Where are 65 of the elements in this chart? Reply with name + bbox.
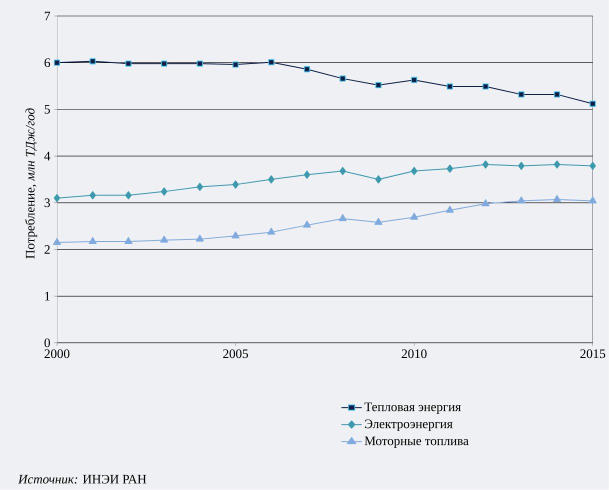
x-tick-label: 2000: [44, 349, 70, 358]
y-axis-title: Потребление, млн ТДж/год: [25, 108, 38, 259]
point: [196, 60, 203, 67]
point: [196, 234, 204, 242]
point: [518, 91, 524, 98]
point: [375, 175, 382, 184]
point: [554, 160, 560, 169]
point: [232, 62, 239, 68]
y-tick-label: 4: [44, 152, 50, 160]
y-tick-label: 6: [44, 58, 50, 68]
x-tick-label: 2005: [223, 349, 248, 358]
y-tick-label: 5: [44, 105, 50, 114]
point: [125, 191, 132, 200]
point: [410, 212, 418, 220]
point: [374, 218, 382, 225]
point: [482, 160, 489, 169]
point: [90, 58, 96, 64]
point: [410, 167, 418, 176]
point: [53, 238, 61, 246]
point: [446, 206, 454, 213]
point: [304, 66, 310, 72]
point: [553, 195, 561, 202]
point: [267, 228, 276, 235]
point: [268, 59, 274, 66]
point: [232, 180, 239, 189]
text: Источник: ИНЭИ РАН: [18, 474, 146, 484]
point: [160, 188, 168, 196]
x-tick-label: 2015: [580, 349, 606, 358]
y-tick-label: 1: [45, 292, 50, 301]
x-tick-label: 2010: [402, 349, 427, 358]
point: [446, 164, 454, 173]
y-tick-label: 0: [44, 338, 50, 348]
y-tick-label: 2: [44, 245, 50, 254]
legend-label: Моторные топлива: [364, 436, 469, 448]
point: [304, 170, 310, 179]
point: [232, 232, 240, 239]
point: [518, 162, 525, 170]
point: [411, 77, 418, 84]
point: [590, 100, 596, 107]
point: [54, 194, 60, 202]
point: [375, 82, 382, 88]
point: [482, 84, 489, 90]
point: [588, 196, 597, 204]
point: [196, 182, 204, 192]
legend-label: Тепловая энергия: [364, 402, 461, 414]
point: [303, 220, 311, 228]
y-tick-label: 7: [44, 12, 50, 20]
point: [124, 237, 132, 244]
point: [89, 191, 96, 200]
point: [446, 84, 453, 90]
point: [517, 196, 526, 204]
point: [268, 175, 274, 184]
point: [340, 167, 346, 176]
point: [554, 91, 560, 98]
point: [590, 162, 596, 170]
y-tick-label: 3: [44, 198, 50, 208]
point: [160, 236, 168, 243]
point: [338, 214, 347, 222]
legend-label: Электроэнергия: [365, 420, 453, 431]
point: [125, 60, 132, 67]
point: [482, 199, 490, 206]
point: [88, 237, 97, 244]
point: [54, 60, 60, 66]
point: [161, 60, 168, 67]
point: [340, 76, 346, 82]
